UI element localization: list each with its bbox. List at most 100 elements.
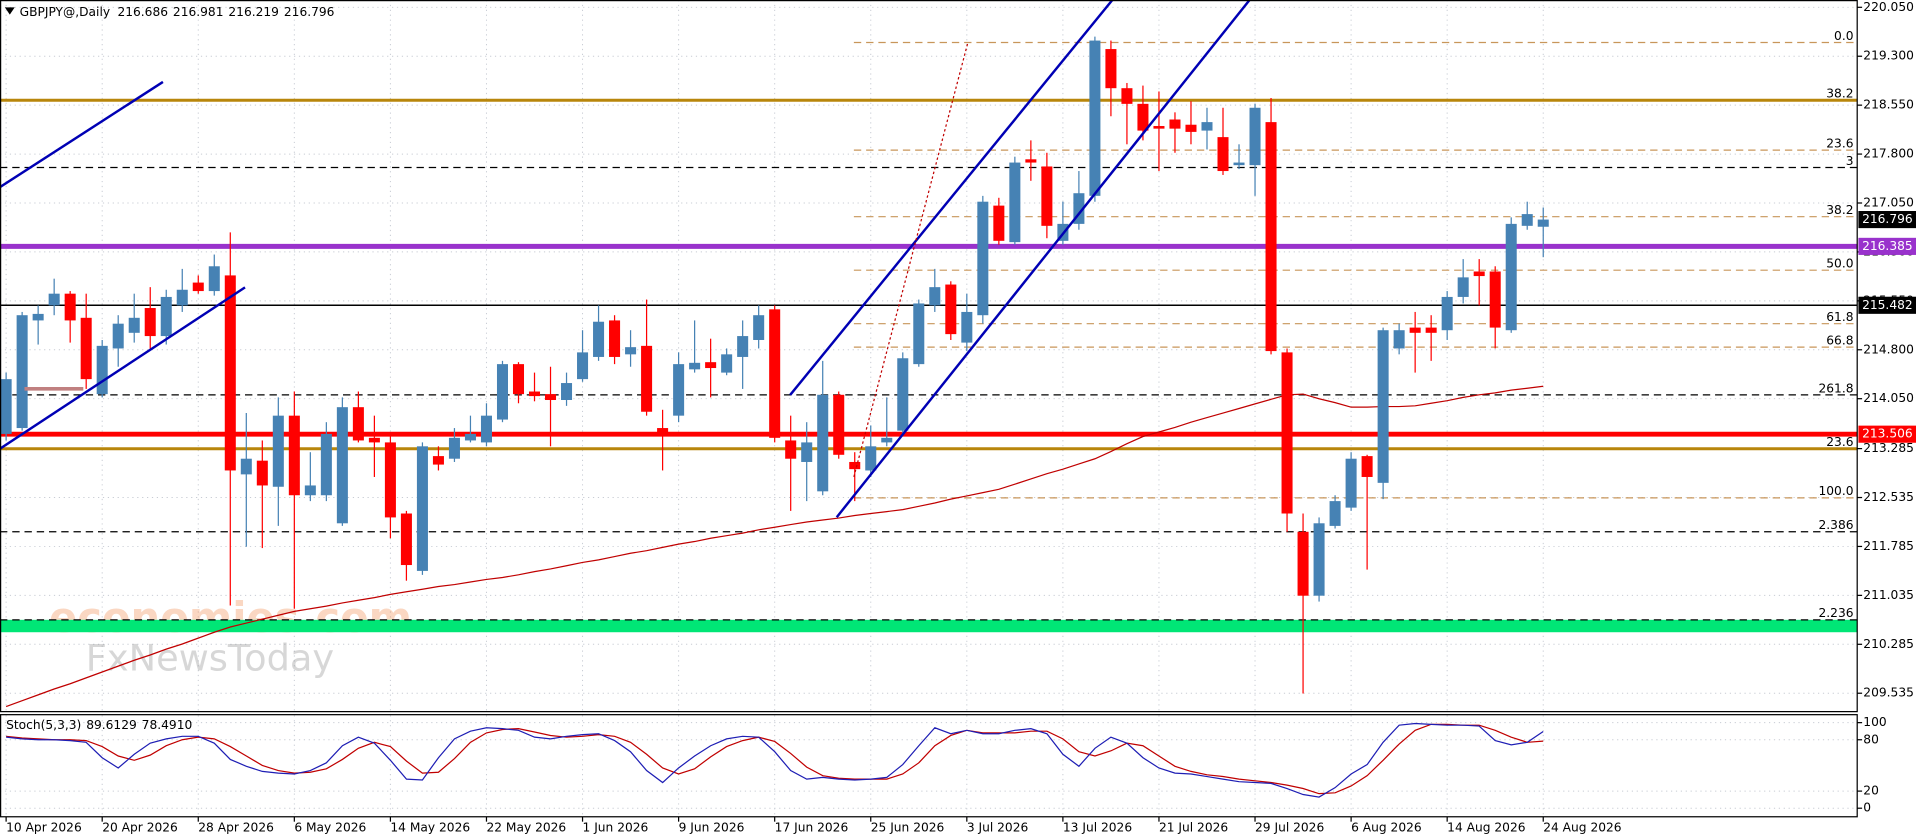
main-frame [0, 0, 1858, 713]
candle-body [384, 442, 396, 518]
candle-body [881, 437, 893, 443]
x-tick-label: 17 Jun 2026 [775, 820, 849, 834]
header-close: 216.796 [284, 5, 335, 19]
candle-body [512, 364, 525, 395]
x-tick-label: 29 Jul 2026 [1255, 820, 1324, 834]
candle-body [1297, 531, 1309, 596]
candle-body [224, 275, 236, 471]
level-label: 0.0 [1834, 29, 1853, 43]
candle-body [352, 407, 364, 441]
candle-body [368, 437, 380, 443]
candle-body [545, 394, 557, 401]
candle-body [256, 460, 268, 486]
candle-body [192, 282, 204, 292]
candle-body [400, 513, 412, 566]
candle-body [961, 311, 973, 343]
main-pane: 0.0 38.2 23.6 3 38.2 50.0 61.8 66.8 261.8 23.6 100… [0, 29, 1858, 708]
candle-body [1041, 166, 1053, 226]
candle-body [1537, 219, 1549, 227]
candle-body [849, 461, 861, 470]
trendline [853, 42, 969, 478]
level-label: 38.2 [1826, 87, 1853, 101]
candle-body [801, 442, 813, 462]
candle-body [1217, 137, 1229, 172]
candle-body [160, 296, 172, 337]
price-tag [1858, 296, 1916, 314]
candle-body [416, 446, 428, 571]
stoch-d-last: 78.4910 [142, 718, 193, 732]
level-label: 261.8 [1819, 381, 1854, 395]
candle-body [1201, 122, 1213, 131]
candle-body [304, 485, 316, 496]
candle-body [769, 309, 781, 438]
price-tag [1858, 425, 1916, 443]
candle-body [16, 315, 28, 429]
header-open: 216.686 [117, 5, 168, 19]
candle-body [320, 433, 332, 496]
x-tick-label: 10 Apr 2026 [6, 820, 82, 834]
y-tick-label: 217.800 [1863, 147, 1914, 161]
y-tick-label: 213.285 [1863, 441, 1914, 455]
price-tag-label: 213.506 [1862, 427, 1913, 441]
candle-body [176, 289, 188, 306]
menu-icon[interactable] [4, 7, 15, 15]
x-tick-label: 6 May 2026 [294, 820, 366, 834]
candle-body [336, 407, 348, 524]
stoch-d [6, 723, 1544, 795]
candle-body [128, 317, 140, 333]
price-tag-label: 216.385 [1862, 239, 1913, 253]
candle-body [1377, 330, 1389, 483]
candle-body [833, 394, 845, 455]
candle-body [785, 440, 797, 459]
candle-body [448, 437, 460, 459]
candle-body [625, 347, 637, 355]
candle-body [112, 323, 124, 349]
x-tick-label: 9 Jun 2026 [679, 820, 745, 834]
candle-body [977, 201, 989, 316]
x-tick-label: 13 Jul 2026 [1063, 820, 1132, 834]
candle-body [737, 336, 749, 357]
x-tick-label: 21 Jul 2026 [1159, 820, 1228, 834]
x-tick-label: 24 Aug 2026 [1543, 820, 1621, 834]
candle-body [32, 313, 44, 321]
stoch-header: Stoch(5,3,3) 89.6129 78.4910 [6, 718, 192, 732]
level-label: 66.8 [1826, 334, 1853, 348]
level-label: 23.6 [1826, 435, 1853, 449]
candle-body [673, 364, 685, 416]
candle-body [480, 415, 492, 443]
candle-body [993, 205, 1005, 241]
axes: 220.050 219.300 218.550 217.800 217.050 216.3… [5, 0, 1916, 834]
candle-body [1137, 103, 1149, 131]
y-tick-label: 80 [1863, 732, 1879, 746]
candle-body [80, 317, 92, 380]
x-tick-label: 28 Apr 2026 [198, 820, 274, 834]
candle-body [1025, 159, 1037, 163]
trendline [0, 80, 164, 189]
candle-body [1489, 271, 1501, 328]
candle-body [1009, 162, 1021, 243]
candle-body [1393, 330, 1405, 349]
y-tick-label: 214.800 [1863, 342, 1914, 356]
price-tag [1858, 237, 1916, 255]
candle-body [272, 415, 284, 487]
candle-body [1473, 271, 1485, 277]
candle-body [1505, 223, 1517, 331]
candle-body [64, 293, 76, 321]
candle-body [1169, 119, 1181, 129]
level-label: 50.0 [1826, 257, 1853, 271]
stoch-k [6, 722, 1544, 798]
watermark: FxNewsToday [86, 637, 334, 680]
candle-body [96, 345, 108, 395]
level-label: 2.386 [1819, 518, 1854, 532]
candle-body [657, 428, 669, 434]
y-tick-label: 0 [1863, 801, 1871, 815]
candle-body [609, 320, 621, 357]
candle-body [1185, 124, 1197, 132]
y-tick-label: 210.285 [1863, 637, 1914, 651]
candle-body [1457, 277, 1469, 297]
candle-body [1345, 458, 1357, 508]
candle-body [705, 362, 717, 369]
candle-body [913, 303, 925, 365]
